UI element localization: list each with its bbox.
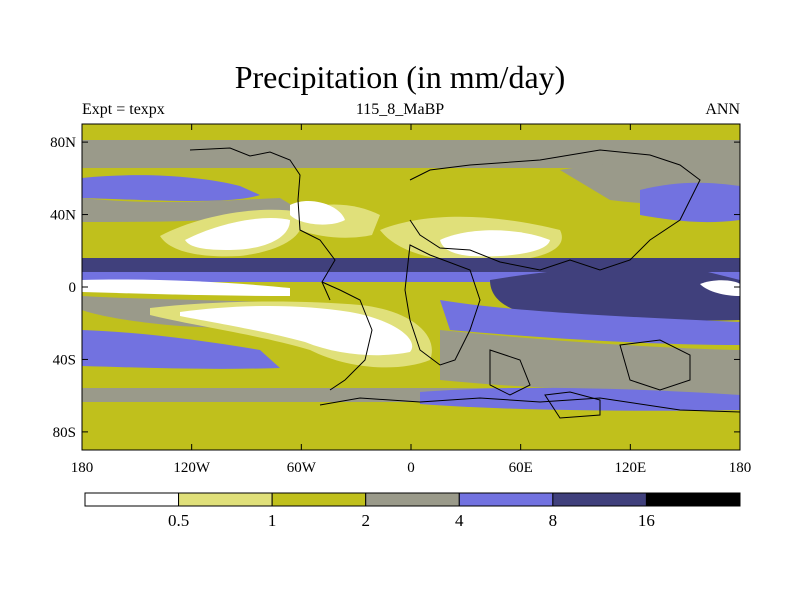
colorbar-swatch xyxy=(84,492,180,507)
field-driest-north-pacific xyxy=(185,218,290,250)
field-equatorial-dry xyxy=(82,279,290,296)
field-south-storm-track xyxy=(82,330,280,369)
x-tick-label: 0 xyxy=(407,460,415,476)
field-itcz-band xyxy=(82,272,740,282)
coastline-ice-shelf xyxy=(544,391,601,419)
x-tick-label: 60E xyxy=(509,460,533,476)
x-tick-label: 180 xyxy=(729,460,752,476)
y-tick-label: 40S xyxy=(53,352,76,368)
colorbar-label: 16 xyxy=(638,511,655,530)
field-indian-ocean-blue xyxy=(440,300,740,345)
coastline-madagascar-australia xyxy=(489,349,531,396)
y-tick-label: 80N xyxy=(50,135,76,151)
coastline-south-america xyxy=(321,281,373,391)
y-tick-label: 0 xyxy=(69,280,77,296)
x-tick-label: 120E xyxy=(614,460,646,476)
experiment-label: Expt = texpx xyxy=(82,101,165,118)
colorbar-swatch xyxy=(271,492,367,507)
coastlines xyxy=(189,147,741,419)
season-label: ANN xyxy=(705,101,740,118)
field-driest-south xyxy=(180,306,413,356)
colorbar-label: 2 xyxy=(361,511,370,530)
colorbar-label: 0.5 xyxy=(168,511,189,530)
field-driest-north-atlantic xyxy=(290,200,345,225)
coastline-australia xyxy=(619,339,691,391)
colorbar-label: 8 xyxy=(549,511,558,530)
coastline-antarctica xyxy=(319,397,741,413)
field-east-equatorial-dry xyxy=(700,280,740,296)
colorbar-swatch xyxy=(458,492,554,507)
colorbar-label: 1 xyxy=(268,511,277,530)
precipitation-field xyxy=(82,124,740,450)
field-south-indian-grey xyxy=(440,330,740,391)
field-asia-blue xyxy=(640,182,740,223)
coastline-north-america xyxy=(189,147,336,301)
x-tick-label: 60W xyxy=(287,460,317,476)
y-tick-label: 80S xyxy=(53,425,76,441)
x-tick-label: 180 xyxy=(71,460,94,476)
field-polar-band xyxy=(82,425,740,437)
axis-ticks: 180 120W 60W 0 60E 120E 180 80N 40N 0 40S 80S xyxy=(50,124,751,476)
colorbar-swatch xyxy=(365,492,460,507)
period-label: 115_8_MaBP xyxy=(355,101,445,118)
colorbar-label: 4 xyxy=(455,511,464,530)
coastline-eurasia xyxy=(409,149,701,271)
coastline-africa xyxy=(404,244,481,366)
map-title: Precipitation (in mm/day) xyxy=(234,59,566,95)
field-warm-pool xyxy=(490,266,740,321)
y-tick-label: 40N xyxy=(50,208,76,224)
colorbar: 0.5 1 2 4 8 16 xyxy=(84,492,741,530)
colorbar-swatch xyxy=(645,492,741,507)
colorbar-swatch xyxy=(178,492,273,507)
field-pacific-storm-track xyxy=(82,175,260,202)
x-tick-label: 120W xyxy=(173,460,211,476)
colorbar-swatch xyxy=(552,492,647,507)
